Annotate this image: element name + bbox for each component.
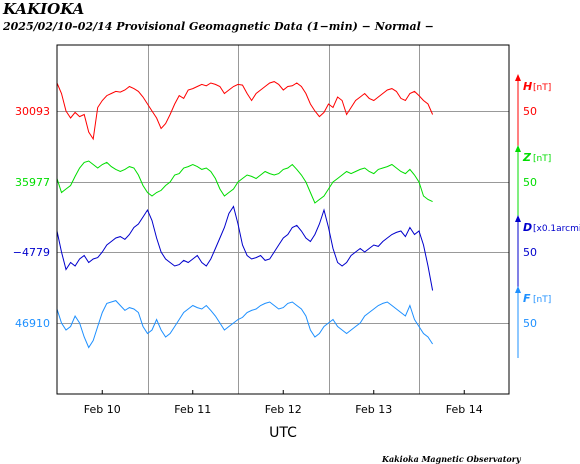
baseline-value-label: 30093 bbox=[15, 105, 50, 118]
scale-arrow-icon bbox=[515, 145, 521, 152]
x-tick-label: Feb 10 bbox=[84, 403, 121, 416]
scale-value-label: 50 bbox=[523, 317, 537, 330]
x-tick-label: Feb 14 bbox=[446, 403, 483, 416]
series-line-h bbox=[56, 81, 434, 141]
scale-value-label: 50 bbox=[523, 176, 537, 189]
baseline-value-label: −4779 bbox=[13, 246, 50, 259]
x-tick-label: Feb 12 bbox=[265, 403, 302, 416]
series-line-d bbox=[56, 205, 434, 291]
baseline-value-label: 46910 bbox=[15, 317, 50, 330]
observatory-title: KAKIOKA bbox=[3, 0, 85, 18]
component-name-label: Z bbox=[522, 151, 532, 164]
x-axis-label: UTC bbox=[269, 425, 297, 441]
component-name-label: H bbox=[523, 80, 532, 93]
component-name-label: D bbox=[523, 221, 532, 234]
scale-arrow-icon bbox=[515, 286, 521, 293]
scale-value-label: 50 bbox=[523, 246, 537, 259]
scale-arrow-icon bbox=[515, 74, 521, 81]
component-name-label: F bbox=[523, 292, 531, 305]
component-unit-label: [nT] bbox=[533, 154, 551, 164]
observatory-credit: Kakioka Magnetic Observatory bbox=[382, 454, 521, 464]
x-tick-label: Feb 13 bbox=[355, 403, 392, 416]
component-unit-label: [nT] bbox=[533, 83, 551, 93]
scale-value-label: 50 bbox=[523, 105, 537, 118]
series-layer bbox=[56, 81, 434, 349]
series-line-z bbox=[56, 160, 433, 204]
scale-arrow-icon bbox=[515, 215, 521, 222]
x-tick-label: Feb 11 bbox=[174, 403, 211, 416]
component-unit-label: [nT] bbox=[533, 295, 551, 305]
chart-subtitle: 2025/02/10–02/14 Provisional Geomagnetic… bbox=[3, 20, 434, 33]
series-line-f bbox=[56, 300, 434, 349]
grid-layer bbox=[57, 45, 509, 394]
plot-frame bbox=[56, 44, 510, 395]
baseline-value-label: 35977 bbox=[15, 176, 50, 189]
component-unit-label: [x0.1arcmin] bbox=[533, 224, 580, 234]
